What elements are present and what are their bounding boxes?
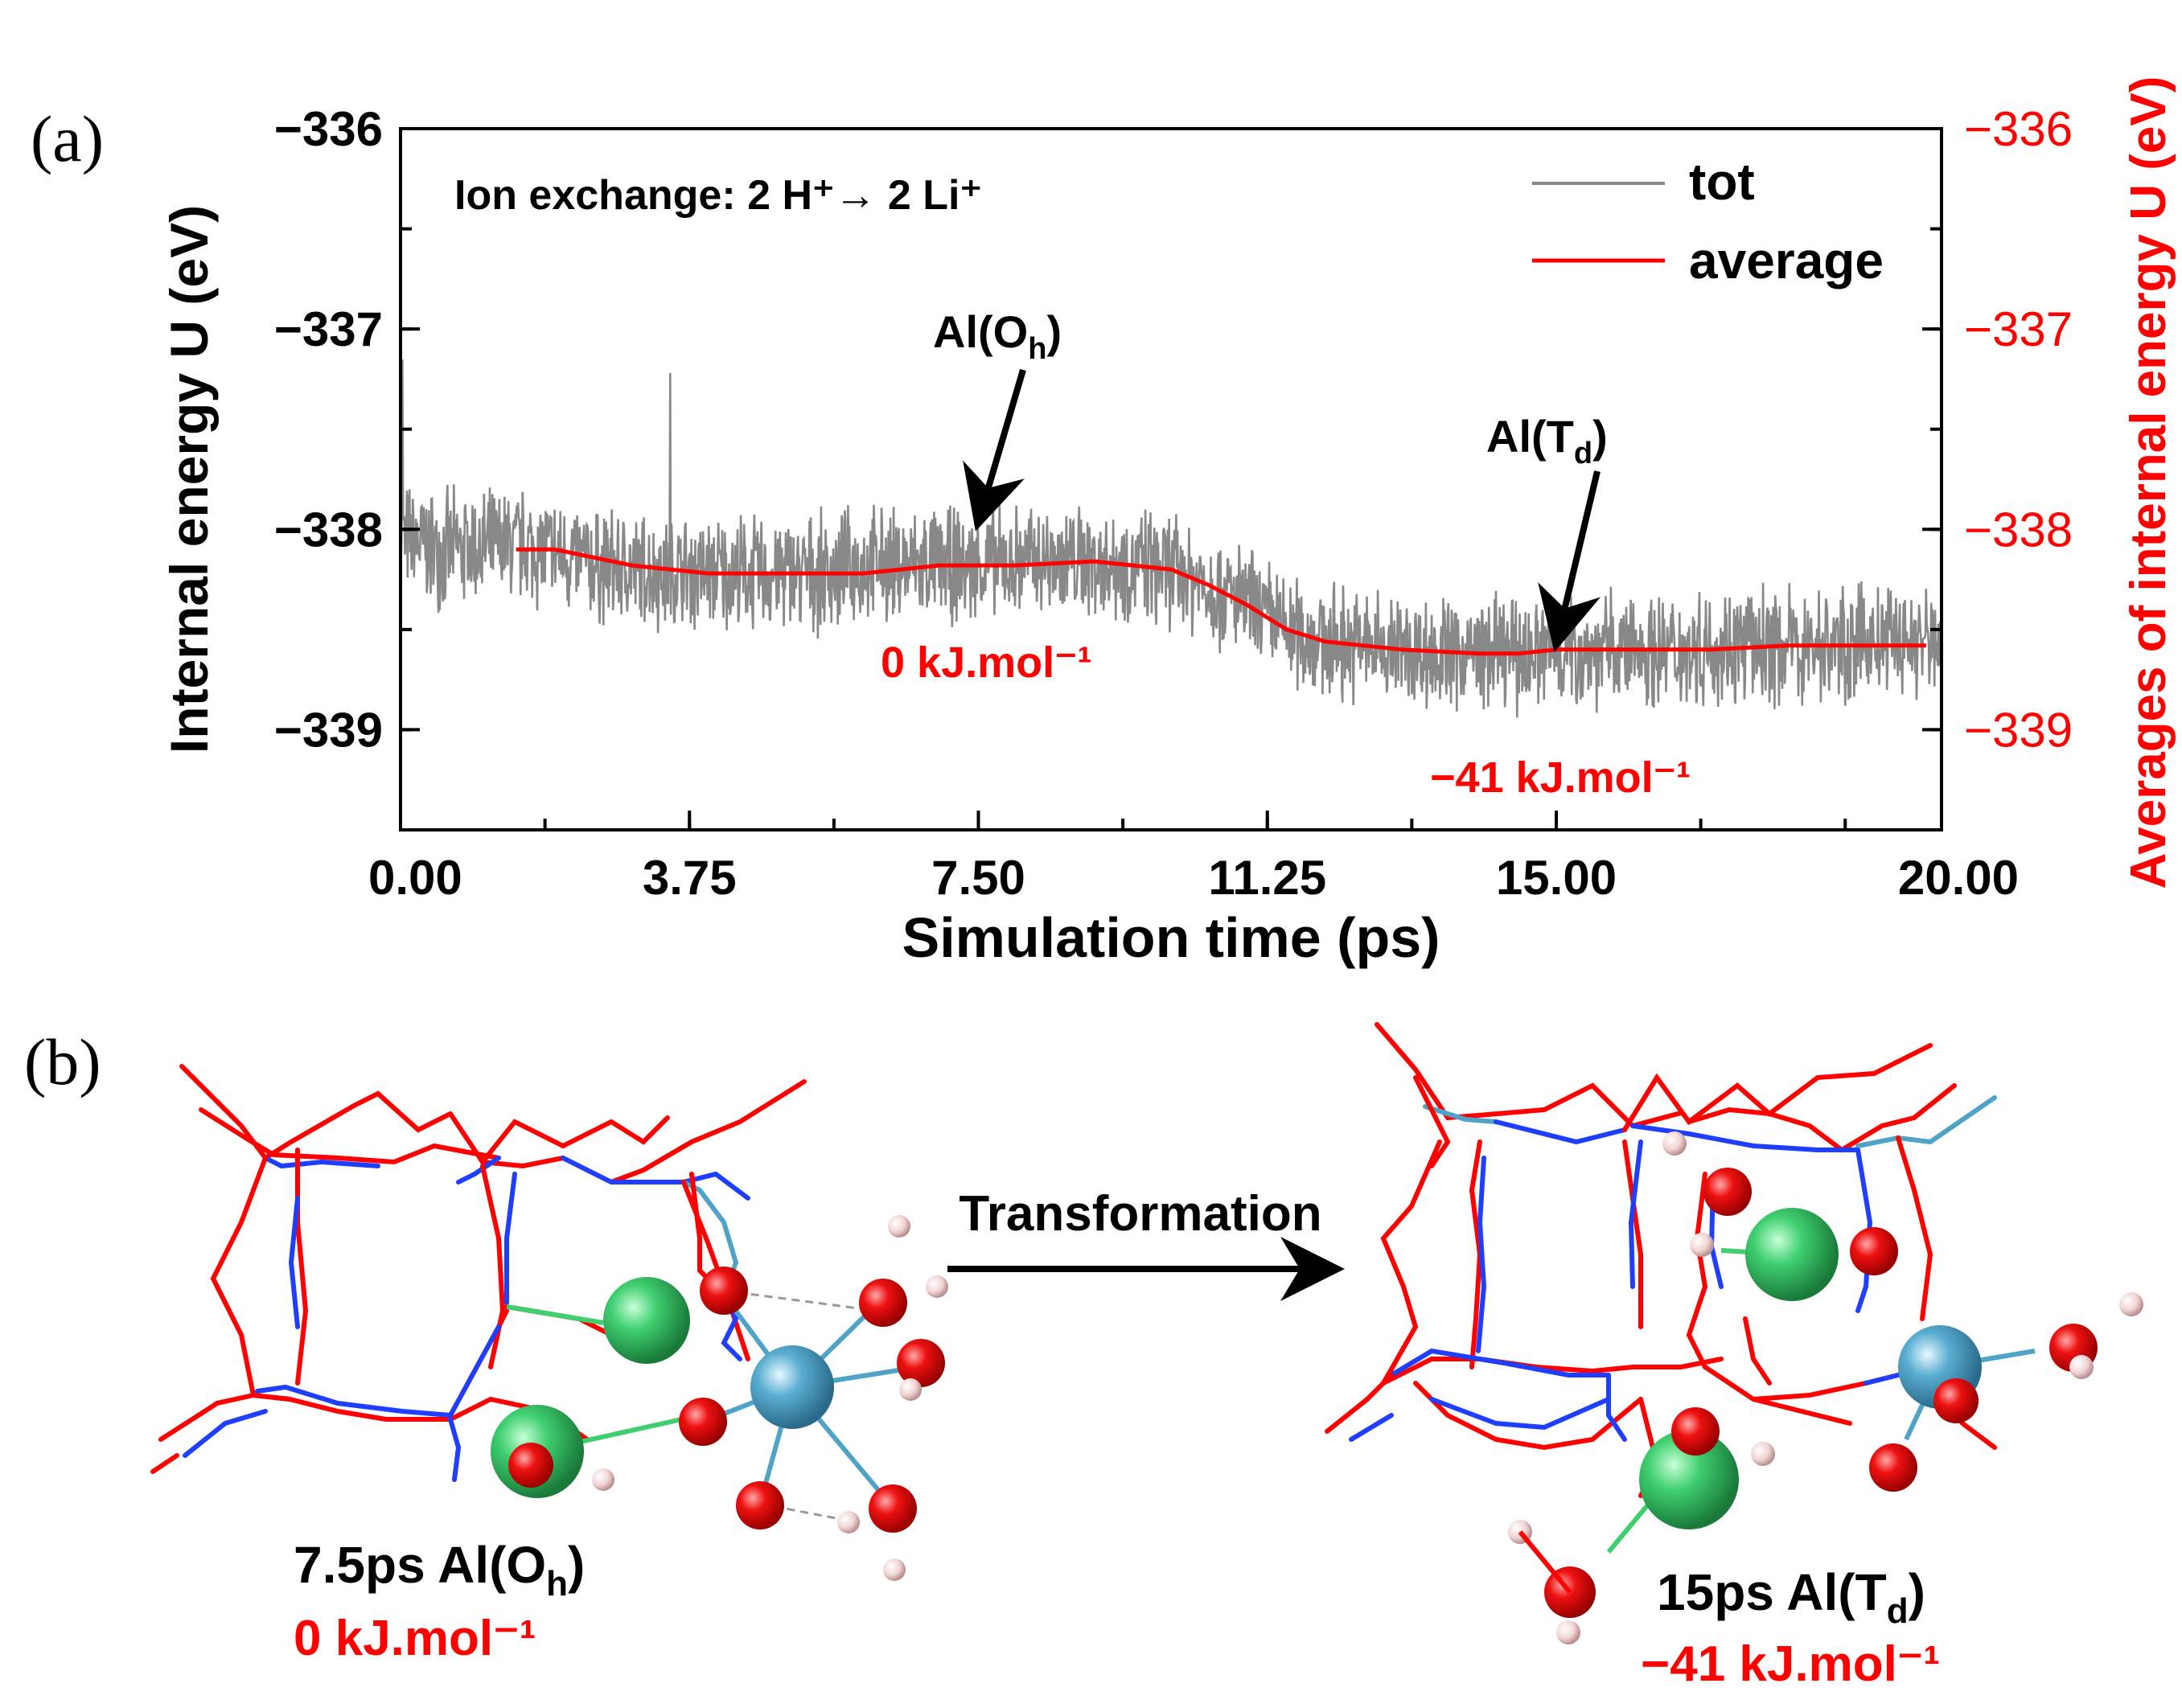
- y-tick-label: −338: [274, 503, 383, 556]
- y-right-tick-label: −336: [1964, 102, 2073, 156]
- y-axis-right-title: Averages of internal energy U (eV): [2121, 76, 2176, 889]
- o-atom: [508, 1443, 553, 1488]
- o-atom: [1869, 1443, 1917, 1492]
- structure-right: [1325, 1022, 2143, 1644]
- o-atom: [736, 1481, 784, 1529]
- h-atom: [888, 1215, 910, 1238]
- framework-bonds-left: [150, 1064, 807, 1482]
- h-atom: [883, 1558, 906, 1581]
- ion-exchange-label: Ion exchange: 2 H⁺→ 2 Li⁺: [454, 172, 982, 219]
- h-atom: [1662, 1131, 1687, 1156]
- legend: tot average: [1532, 153, 1884, 289]
- structure-left: [150, 1064, 948, 1581]
- al-atom: [750, 1345, 834, 1429]
- o-atom: [1671, 1407, 1720, 1455]
- o-h-bond: [1518, 1530, 1572, 1594]
- h-atom: [592, 1468, 614, 1491]
- energy-label-41: −41 kJ.mol⁻¹: [1430, 753, 1691, 802]
- panel-a-label: (a): [31, 102, 104, 175]
- y-tick-label: −339: [274, 703, 383, 757]
- o-atom: [1703, 1168, 1752, 1216]
- annotation-al-oh: Al(Oh): [933, 306, 1062, 366]
- y-right-tick-label: −339: [1964, 703, 2073, 757]
- h-atom: [926, 1275, 948, 1298]
- panel-b-label: (b): [24, 1025, 101, 1098]
- li-atom: [603, 1277, 690, 1364]
- h-bond-left-1: [723, 1289, 877, 1312]
- o-atom: [679, 1398, 727, 1446]
- li-atom: [1745, 1208, 1839, 1301]
- series-tot: [399, 359, 1943, 718]
- y-tick-label: −337: [274, 302, 383, 356]
- x-tick-label: 20.00: [1898, 851, 2019, 905]
- li-o-bond-left-1: [506, 1304, 604, 1325]
- y-right-tick-label: −337: [1964, 302, 2073, 356]
- h-atom: [899, 1378, 922, 1401]
- plot-frame: [399, 127, 1943, 831]
- y-axis-right-ticks: −336 −337 −338 −339: [1922, 102, 2073, 831]
- legend-label-tot: tot: [1689, 153, 1755, 211]
- h-atom: [1556, 1620, 1580, 1644]
- legend-label-average: average: [1689, 232, 1884, 289]
- y-axis-left-title: Internal energy U (eV): [159, 205, 219, 753]
- h-atom: [2119, 1292, 2143, 1316]
- h-atom: [1690, 1233, 1714, 1257]
- o-atom: [869, 1484, 917, 1533]
- series-tot-line: [399, 359, 1943, 718]
- h-atom: [2069, 1355, 2094, 1379]
- caption-left-energy: 0 kJ.mol⁻¹: [294, 1611, 536, 1666]
- y-axis-left-ticks: −336 −337 −338 −339: [274, 102, 420, 831]
- y-right-tick-label: −338: [1964, 503, 2073, 556]
- o-atom: [859, 1279, 907, 1327]
- h-atom: [1751, 1442, 1775, 1466]
- x-tick-label: 3.75: [643, 851, 737, 905]
- li-atom: [1639, 1430, 1739, 1529]
- energy-label-0: 0 kJ.mol⁻¹: [881, 638, 1092, 687]
- o-atom: [1933, 1378, 1979, 1423]
- x-tick-label: 11.25: [1208, 851, 1326, 905]
- series-average-line: [516, 547, 1926, 656]
- arrow-al-oh: [963, 368, 1026, 532]
- caption-left: 7.5ps Al(Oh): [294, 1536, 585, 1603]
- x-tick-label: 7.50: [931, 851, 1025, 905]
- framework-bonds-right: [1325, 1022, 1997, 1498]
- x-axis-title: Simulation time (ps): [902, 906, 1440, 969]
- chart-area: 0.00 3.75 7.50 11.25 15.00 20.00 −336 −337 −338…: [274, 102, 2073, 905]
- series-average: [516, 547, 1926, 656]
- caption-right-energy: −41 kJ.mol⁻¹: [1641, 1636, 1940, 1692]
- arrow-al-td: [1538, 470, 1601, 653]
- x-tick-label: 0.00: [368, 851, 462, 905]
- o-atom: [700, 1267, 748, 1315]
- o-atom: [897, 1339, 945, 1387]
- caption-right: 15ps Al(Td): [1657, 1563, 1925, 1631]
- x-axis-ticks: 0.00 3.75 7.50 11.25 15.00 20.00: [368, 811, 2019, 905]
- o-atom: [1850, 1227, 1898, 1275]
- transformation-label: Transformation: [959, 1186, 1321, 1242]
- y-tick-label: −336: [274, 102, 383, 156]
- h-atom: [837, 1511, 860, 1534]
- x-tick-label: 15.00: [1496, 851, 1617, 905]
- annotation-al-td: Al(Td): [1486, 411, 1608, 470]
